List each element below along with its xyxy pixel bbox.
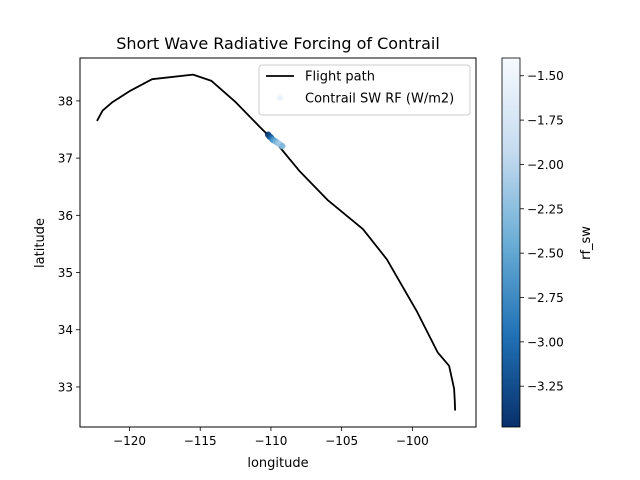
legend: Flight path Contrail SW RF (W/m2) xyxy=(258,64,471,116)
colorbar-tick-label: −2.25 xyxy=(527,202,564,216)
y-tick-label: 34 xyxy=(58,323,73,337)
y-tick-label: 37 xyxy=(58,152,73,166)
contrail-point xyxy=(279,142,286,150)
x-axis-label: longitude xyxy=(247,456,308,471)
y-tick-label: 36 xyxy=(58,209,73,223)
x-ticks: −120 −115 −110 −105 −100 xyxy=(113,427,429,448)
plot-frame xyxy=(79,57,477,428)
colorbar-tick-label: −3.25 xyxy=(527,380,564,394)
plot-area: −120 −115 −110 −105 −100 33 34 35 36 37 38 xyxy=(58,57,477,448)
chart-title: Short Wave Radiative Forcing of Contrail xyxy=(116,34,440,53)
x-tick-label: −110 xyxy=(254,434,287,448)
colorbar-tick-label: −2.75 xyxy=(527,291,564,305)
y-tick-label: 35 xyxy=(58,266,73,280)
colorbar: −3.25 −3.00 −2.75 −2.50 −2.25 −2.00 −1.75 −1.50… xyxy=(501,57,594,428)
flight-path-line xyxy=(96,73,457,411)
colorbar-gradient xyxy=(501,57,521,428)
legend-entry-flight-path: Flight path xyxy=(305,70,375,85)
x-tick-label: −115 xyxy=(184,434,217,448)
colorbar-tick-label: −1.75 xyxy=(527,114,564,128)
y-ticks: 33 34 35 36 37 38 xyxy=(58,94,80,394)
colorbar-tick-label: −1.50 xyxy=(527,69,564,83)
colorbar-tick-label: −3.00 xyxy=(527,335,564,349)
y-tick-label: 33 xyxy=(58,380,73,394)
x-tick-label: −105 xyxy=(325,434,358,448)
colorbar-ticks: −3.25 −3.00 −2.75 −2.50 −2.25 −2.00 −1.75 −1.50 xyxy=(520,69,564,394)
y-tick-label: 38 xyxy=(58,94,73,108)
legend-entry-contrail: Contrail SW RF (W/m2) xyxy=(305,92,454,107)
x-tick-label: −100 xyxy=(396,434,429,448)
x-tick-label: −120 xyxy=(113,434,146,448)
colorbar-tick-label: −2.00 xyxy=(527,158,564,172)
legend-marker-swatch xyxy=(277,95,283,101)
colorbar-tick-label: −2.50 xyxy=(527,247,564,261)
legend-frame xyxy=(258,64,471,116)
contrail-points xyxy=(264,131,286,150)
y-axis-label: latitude xyxy=(33,218,48,268)
colorbar-label: rf_sw xyxy=(579,226,594,260)
